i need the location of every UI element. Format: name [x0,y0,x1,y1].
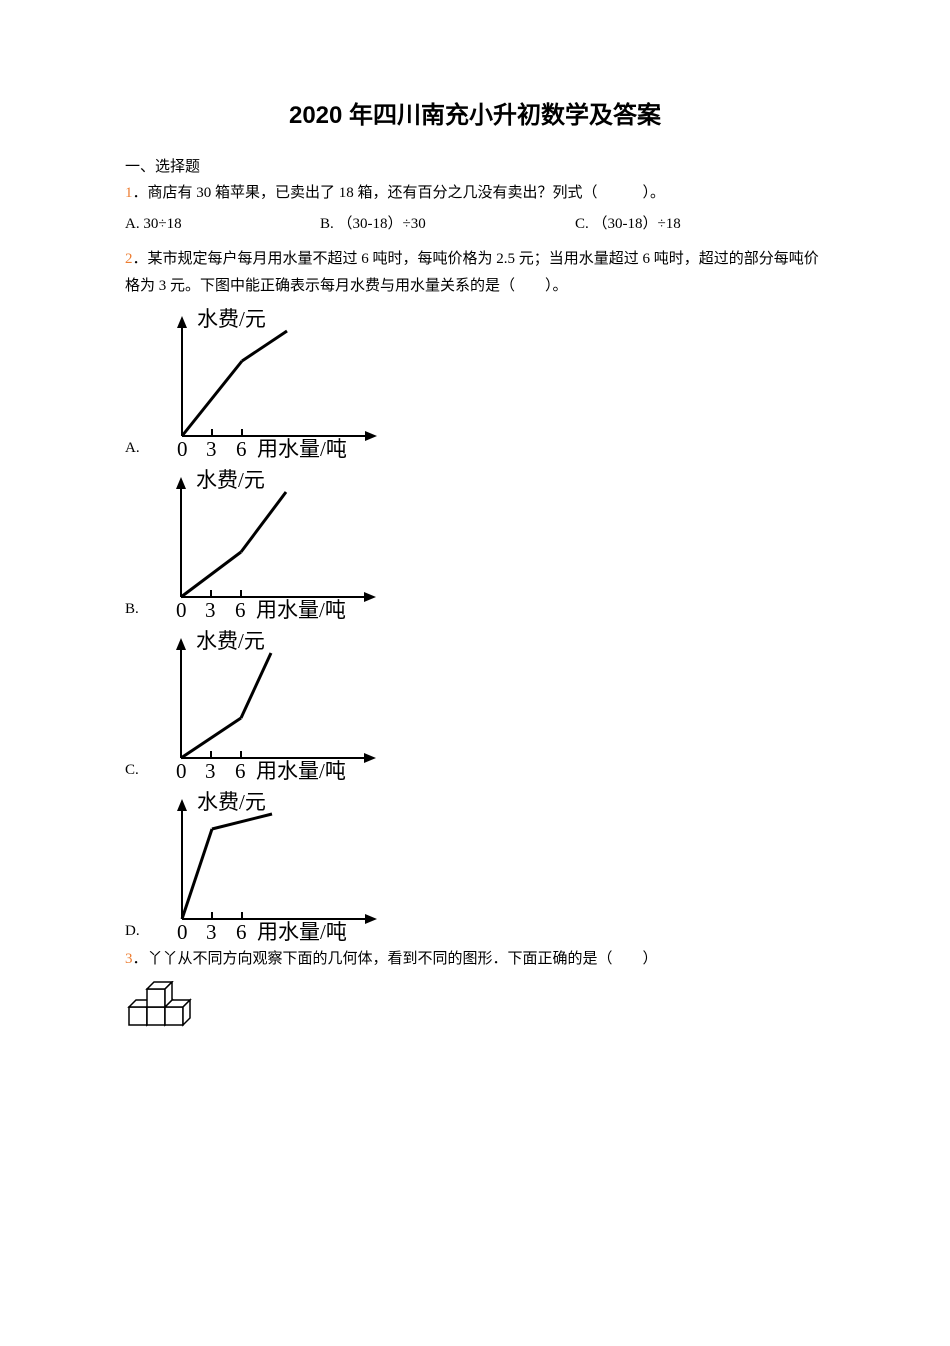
svg-text:用水量/吨: 用水量/吨 [257,437,347,461]
svg-text:0: 0 [176,759,187,783]
svg-text:0: 0 [176,598,187,622]
q1-choice-a: A. 30÷18 [125,211,320,238]
q2-option-d: D. 水费/元 0 3 6 用水量/吨 [125,789,825,944]
q2-option-a-label: A. [125,440,140,457]
q3-geometry-figure [125,981,825,1034]
svg-text:用水量/吨: 用水量/吨 [256,759,346,783]
q2-option-c: C. 水费/元 0 3 6 用水量/吨 [125,628,825,783]
svg-text:水费/元: 水费/元 [196,629,265,653]
question-2: 2．某市规定每户每月用水量不超过 6 吨时，每吨价格为 2.5 元；当用水量超过… [125,246,825,300]
svg-text:0: 0 [177,437,188,461]
q2-option-b: B. 水费/元 0 3 6 用水量/吨 [125,467,825,622]
q2-option-d-label: D. [125,923,140,940]
q2-text: ．某市规定每户每月用水量不超过 6 吨时，每吨价格为 2.5 元；当用水量超过 … [125,251,819,294]
svg-text:3: 3 [205,759,216,783]
svg-text:6: 6 [236,920,247,944]
section-1-header: 一、选择题 [125,155,825,176]
svg-text:6: 6 [235,598,246,622]
svg-text:3: 3 [206,920,217,944]
svg-text:水费/元: 水费/元 [197,790,266,814]
q1-number: 1 [125,185,133,201]
svg-text:水费/元: 水费/元 [196,468,265,492]
q1-choices: A. 30÷18 B. （30-18）÷30 C. （30-18）÷18 [125,211,825,238]
svg-text:水费/元: 水费/元 [197,307,266,331]
q3-number: 3 [125,951,133,967]
q2-chart-a: 水费/元 0 3 6 用水量/吨 [142,306,402,461]
q2-chart-c: 水费/元 0 3 6 用水量/吨 [141,628,401,783]
question-3: 3．丫丫从不同方向观察下面的几何体，看到不同的图形．下面正确的是（ ） [125,946,825,973]
svg-text:6: 6 [236,437,247,461]
q2-chart-b: 水费/元 0 3 6 用水量/吨 [141,467,401,622]
page-title: 2020 年四川南充小升初数学及答案 [125,95,825,130]
svg-text:3: 3 [205,598,216,622]
q2-number: 2 [125,251,133,267]
question-1: 1．商店有 30 箱苹果，已卖出了 18 箱，还有百分之几没有卖出？列式（ ）。 [125,180,825,207]
q2-option-b-label: B. [125,601,139,618]
svg-text:3: 3 [206,437,217,461]
q2-chart-d: 水费/元 0 3 6 用水量/吨 [142,789,402,944]
svg-text:0: 0 [177,920,188,944]
svg-text:6: 6 [235,759,246,783]
svg-text:用水量/吨: 用水量/吨 [257,920,347,944]
q1-text: ．商店有 30 箱苹果，已卖出了 18 箱，还有百分之几没有卖出？列式（ ）。 [133,185,666,201]
svg-text:用水量/吨: 用水量/吨 [256,598,346,622]
q3-text: ．丫丫从不同方向观察下面的几何体，看到不同的图形．下面正确的是（ ） [133,951,658,967]
q2-option-c-label: C. [125,762,139,779]
q1-choice-c: C. （30-18）÷18 [575,211,825,238]
q1-choice-b: B. （30-18）÷30 [320,211,575,238]
q2-option-a: A. 水费/元 0 3 6 用水量/吨 [125,306,825,461]
